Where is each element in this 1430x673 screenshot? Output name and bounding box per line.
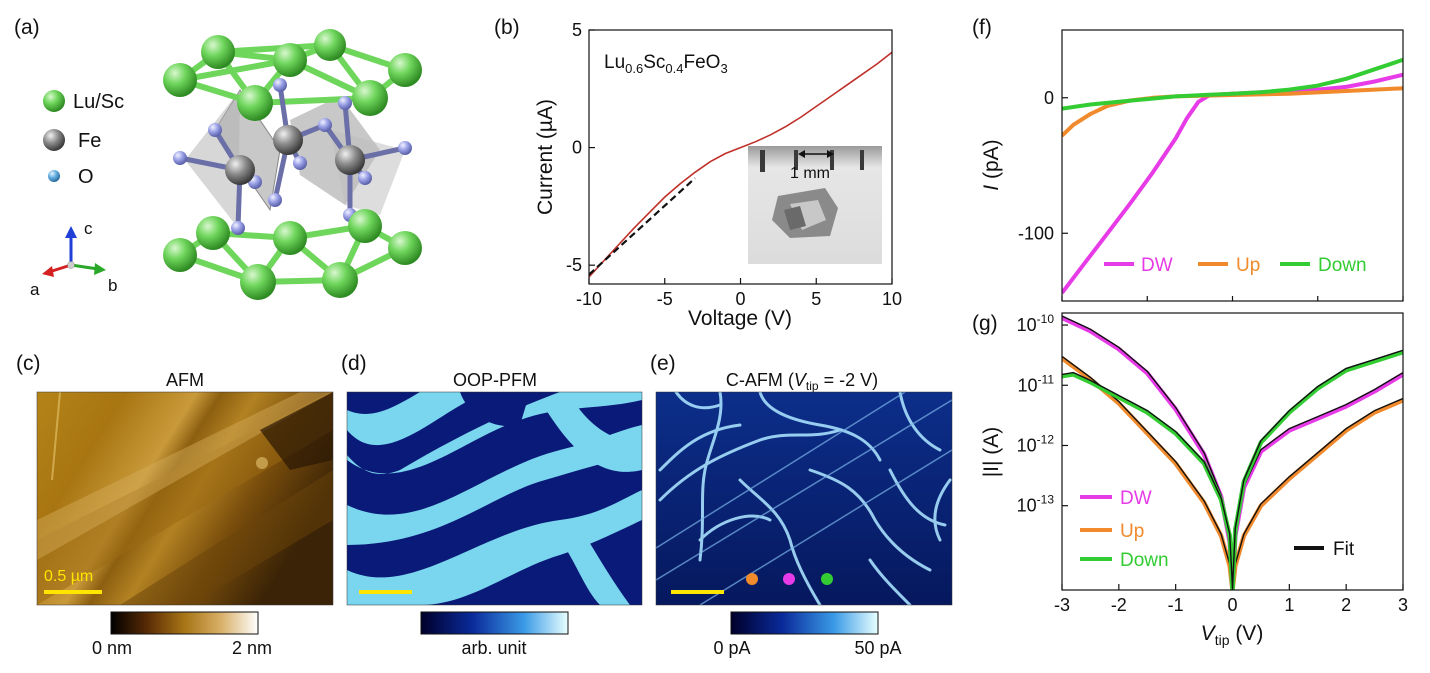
marker-dw (783, 573, 795, 585)
panel-e: (e) C-AFM (Vtip = -2 V) (650, 352, 953, 658)
chart-b-series (589, 51, 892, 278)
chart-g-ticks: -3 -2 -1 0 1 2 3 10-13 10-12 10-11 10-10 (1017, 312, 1408, 615)
colorbar-e-min: 0 pA (713, 638, 750, 658)
cafm-image (656, 392, 952, 605)
chart-f-ytick-label-1: 0 (1044, 88, 1054, 108)
panel-a-letter: (a) (14, 16, 40, 39)
panel-d-title: OOP-PFM (453, 370, 537, 390)
chart-f-ticks: -100 0 (1018, 88, 1404, 301)
panel-f: (f) -100 0 I (pA) DW Up Down (972, 16, 1404, 302)
chart-g-ylabel: |I| (A) (980, 427, 1003, 478)
chart-f-line-dw (1062, 72, 1403, 295)
legend-g-up: Up (1120, 521, 1144, 542)
chart-g-xtick-label-0: -3 (1054, 595, 1070, 615)
chart-g-ytick-label-1: 10-12 (1017, 432, 1055, 455)
chart-f-ytick-label-0: -100 (1018, 223, 1054, 243)
inset-scale-label: 1 mm (790, 165, 830, 182)
marker-up (746, 573, 758, 585)
chart-g-xtick-label-3: 0 (1227, 595, 1237, 615)
chart-b-xtick-label-1: -5 (657, 289, 673, 309)
axis-c-label: c (84, 219, 93, 238)
chart-b-xlabel: Voltage (V) (688, 307, 792, 330)
legend-g-fit: Fit (1333, 539, 1355, 560)
chart-g-xtick-label-4: 1 (1284, 595, 1294, 615)
panel-b: (b) -10 -5 0 5 10 -5 0 5 Voltage (V) Current (µ… (494, 16, 902, 330)
pfm-image (347, 392, 642, 605)
panel-g-letter: (g) (972, 312, 998, 335)
chart-b-ylabel: Current (µA) (534, 99, 557, 215)
panel-b-letter: (b) (494, 16, 520, 39)
chart-b-xtick-label-0: -10 (576, 289, 602, 309)
chart-f-series (1062, 57, 1403, 295)
chart-b-ytick-label-0: -5 (566, 255, 582, 275)
chart-b-ytick-label-1: 0 (572, 138, 582, 158)
legend-f-up: Up (1236, 255, 1260, 276)
axis-b-label: b (108, 276, 117, 295)
chart-b-line-1 (589, 177, 696, 276)
chart-g-line-dw (1062, 315, 1403, 590)
chart-g-xlabel: Vtip (V) (1201, 622, 1264, 648)
legend-fe: Fe (78, 130, 101, 152)
colorbar-d-label: arb. unit (461, 638, 526, 658)
marker-down (821, 573, 833, 585)
legend-g-dw: DW (1120, 488, 1152, 509)
panel-d: (d) OOP-PFM arb. unit (341, 352, 643, 658)
panel-e-letter: (e) (650, 352, 676, 375)
legend-lu-sc: Lu/Sc (73, 91, 124, 113)
colorbar-d (420, 611, 569, 635)
chart-f-ylabel: I (pA) (980, 139, 1003, 190)
chart-g-xtick-label-6: 3 (1398, 595, 1408, 615)
panel-e-title: C-AFM (Vtip = -2 V) (726, 370, 878, 393)
crystal-structure (163, 29, 422, 300)
legend-a: Lu/Sc Fe O (43, 90, 124, 188)
chart-g-line-up (1062, 356, 1403, 590)
fe-atom-icon (43, 129, 65, 151)
afm-image (37, 392, 333, 605)
chart-b-xtick-label-2: 0 (735, 289, 745, 309)
chart-g-ytick-label-0: 10-13 (1017, 493, 1055, 516)
colorbar-c (110, 611, 259, 635)
legend-f-dw: DW (1141, 255, 1173, 276)
colorbar-e (730, 611, 879, 635)
colorbar-e-max: 50 pA (854, 638, 901, 658)
chart-g-xtick-label-2: -1 (1168, 595, 1184, 615)
panel-f-letter: (f) (972, 16, 992, 39)
chart-b-formula: Lu0.6Sc0.4FeO3 (604, 52, 728, 76)
panel-d-letter: (d) (341, 352, 367, 375)
chart-g-fit-down (1062, 349, 1403, 589)
panel-c-letter: (c) (16, 352, 41, 375)
scalebar-c-label: 0.5 µm (44, 568, 93, 585)
panel-g: (g) -3 -2 -1 0 1 2 3 10-13 10-12 10-11 10-10 |I| (… (972, 312, 1408, 648)
axes-triad: c b a (30, 219, 117, 299)
panel-c: (c) AFM 0.5 µm 0 nm 2 nm (16, 352, 334, 658)
chart-b-ticks: -10 -5 0 5 10 -5 0 5 (566, 20, 902, 309)
legend-f-down: Down (1318, 255, 1367, 276)
legend-o: O (78, 166, 94, 188)
chart-b-ytick-label-2: 5 (572, 20, 582, 40)
colorbar-c-max: 2 nm (232, 638, 272, 658)
chart-f-line-down (1062, 57, 1403, 111)
legend-g-down: Down (1120, 550, 1169, 571)
chart-b-xtick-label-4: 10 (882, 289, 902, 309)
chart-b-line-0 (589, 51, 892, 278)
chart-b-inset-photo: 1 mm (748, 146, 882, 264)
chart-g-xtick-label-5: 2 (1341, 595, 1351, 615)
panel-a: (a) Lu/Sc Fe O c b a (14, 16, 422, 300)
panel-c-title: AFM (166, 370, 204, 390)
chart-b-xtick-label-3: 5 (811, 289, 821, 309)
chart-g-xtick-label-1: -2 (1111, 595, 1127, 615)
chart-g-legend: DW Up Down Fit (1080, 488, 1355, 571)
chart-g-ytick-label-3: 10-10 (1017, 312, 1055, 335)
axis-a-label: a (30, 280, 40, 299)
chart-f-legend: DW Up Down (1104, 255, 1367, 276)
colorbar-c-min: 0 nm (92, 638, 132, 658)
o-atom-icon (48, 170, 60, 182)
chart-g-ytick-label-2: 10-11 (1018, 372, 1055, 395)
lu-sc-atom-icon (43, 90, 65, 112)
